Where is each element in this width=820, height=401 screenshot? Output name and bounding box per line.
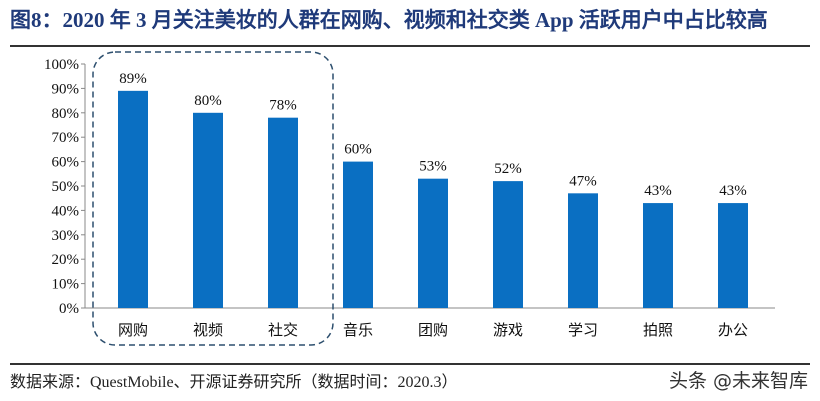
bar-团购 bbox=[418, 178, 448, 308]
data-label: 47% bbox=[569, 173, 597, 189]
bar-社交 bbox=[268, 117, 298, 309]
y-tick-label: 50% bbox=[52, 179, 80, 195]
data-label: 43% bbox=[719, 183, 747, 199]
y-tick-label: 20% bbox=[52, 252, 80, 268]
y-tick-label: 0% bbox=[59, 301, 79, 317]
bar-视频 bbox=[193, 112, 223, 308]
watermark: 头条 @未来智库 bbox=[668, 370, 808, 392]
bar-音乐 bbox=[343, 161, 373, 308]
chart-title: 图8：2020 年 3 月关注美妆的人群在网购、视频和社交类 App 活跃用户中… bbox=[10, 8, 768, 32]
footer-divider bbox=[10, 363, 810, 365]
bar-学习 bbox=[568, 193, 598, 308]
y-tick-label: 80% bbox=[52, 106, 80, 122]
source-note: 数据来源：QuestMobile、开源证券研究所（数据时间：2020.3） bbox=[10, 374, 458, 391]
y-tick-label: 10% bbox=[52, 277, 80, 293]
bar-chart: 0% 10% 20% 30% 40% 50% 60% 70% 80% 90% 100% 89% 网购 80… bbox=[44, 51, 775, 346]
x-tick-label: 学习 bbox=[568, 321, 598, 339]
data-label: 43% bbox=[644, 183, 672, 199]
x-tick-label: 音乐 bbox=[343, 321, 373, 339]
data-label: 80% bbox=[194, 93, 222, 109]
y-tick-label: 70% bbox=[52, 130, 80, 146]
title-divider bbox=[10, 45, 810, 47]
data-label: 78% bbox=[269, 98, 297, 114]
y-tick-label: 100% bbox=[44, 57, 79, 73]
y-tick-label: 30% bbox=[52, 228, 80, 244]
x-tick-label: 团购 bbox=[418, 321, 448, 339]
x-tick-label: 网购 bbox=[118, 321, 148, 339]
bar-游戏 bbox=[493, 181, 523, 308]
x-tick-label: 办公 bbox=[718, 321, 748, 339]
x-tick-label: 社交 bbox=[268, 321, 298, 339]
data-label: 52% bbox=[494, 161, 522, 177]
bar-网购 bbox=[118, 90, 148, 308]
x-tick-label: 游戏 bbox=[493, 321, 523, 339]
y-tick-label: 90% bbox=[52, 81, 80, 97]
data-label: 89% bbox=[119, 71, 147, 87]
data-label: 60% bbox=[344, 142, 372, 158]
y-tick-label: 60% bbox=[52, 155, 80, 171]
x-tick-label: 拍照 bbox=[643, 321, 673, 339]
data-label: 53% bbox=[419, 159, 447, 175]
highlight-box bbox=[92, 51, 334, 346]
y-tick-label: 40% bbox=[52, 203, 80, 219]
bar-拍照 bbox=[643, 203, 673, 308]
bar-办公 bbox=[718, 203, 748, 308]
x-tick-label: 视频 bbox=[193, 321, 223, 339]
